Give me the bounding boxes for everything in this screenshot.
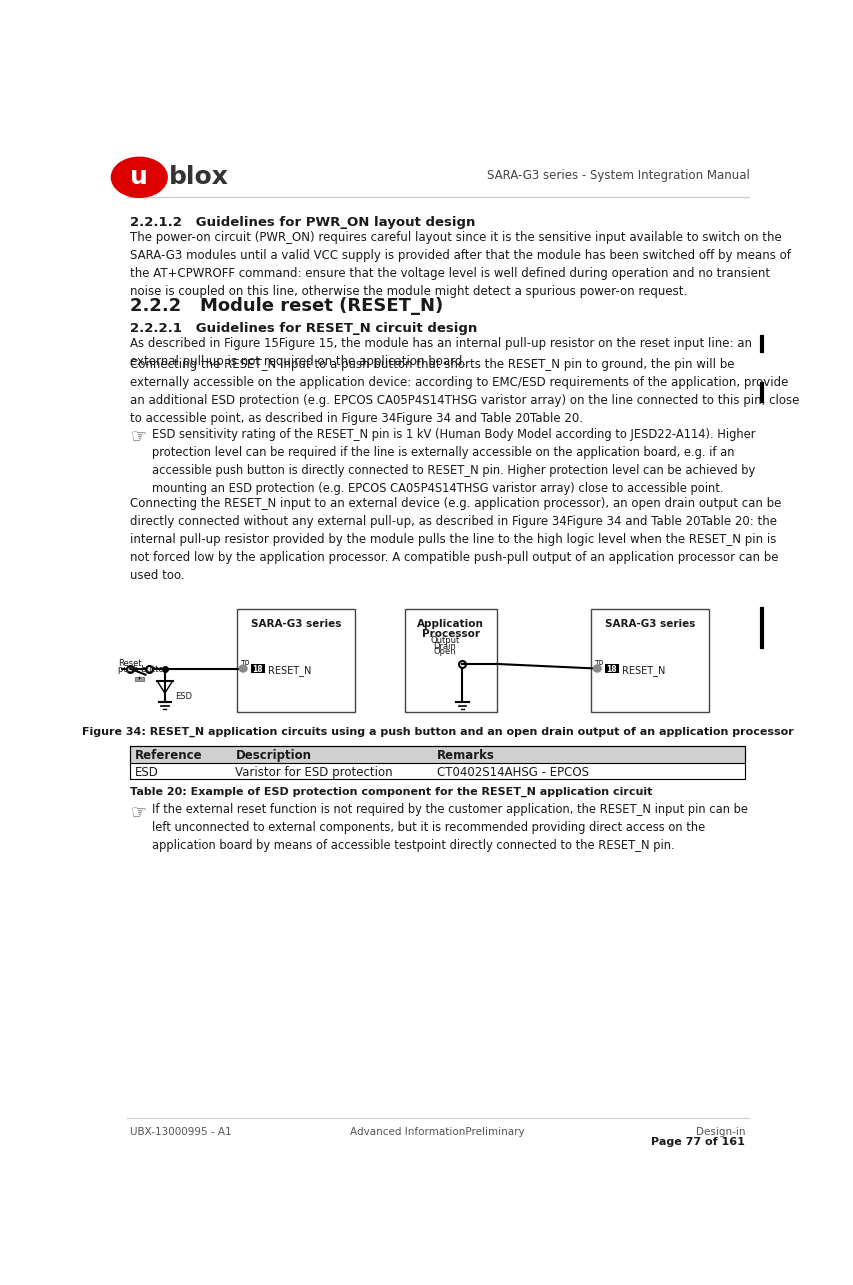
Bar [236,609,354,712]
Bar [404,609,496,712]
Text: Open: Open [432,648,456,657]
Text: Remarks: Remarks [437,749,494,762]
Text: SARA-G3 series - System Integration Manual: SARA-G3 series - System Integration Manu… [486,170,749,182]
Text: 2.2.2.1   Guidelines for RESET_N circuit design: 2.2.2.1 Guidelines for RESET_N circuit d… [130,323,477,335]
Text: TP: TP [595,660,604,669]
Text: Design-in: Design-in [695,1127,745,1137]
Text: blox: blox [169,166,229,189]
Ellipse shape [593,666,601,672]
Text: u: u [131,166,148,189]
Text: 18: 18 [252,664,262,673]
Ellipse shape [239,666,247,672]
Text: Drain: Drain [432,641,456,650]
Text: ESD sensitivity rating of the RESET_N pin is 1 kV (Human Body Model according to: ESD sensitivity rating of the RESET_N pi… [152,428,754,495]
Text: Connecting the RESET_N input to a push button that shorts the RESET_N pin to gro: Connecting the RESET_N input to a push b… [130,359,798,425]
Text: Table 20: Example of ESD protection component for the RESET_N application circui: Table 20: Example of ESD protection comp… [130,788,652,798]
Text: ☞: ☞ [130,428,146,446]
Text: ☞: ☞ [130,803,146,821]
Bar [135,677,144,681]
Text: ESD: ESD [175,691,192,700]
Text: Processor: Processor [421,628,479,639]
Text: 2.2.1.2   Guidelines for PWR_ON layout design: 2.2.1.2 Guidelines for PWR_ON layout des… [130,216,475,229]
Text: SARA-G3 series: SARA-G3 series [251,619,340,630]
Text: UBX-13000995 - A1: UBX-13000995 - A1 [130,1127,231,1137]
Text: Reset: Reset [119,659,142,668]
Text: SARA-G3 series: SARA-G3 series [604,619,694,630]
Text: 18: 18 [605,664,616,673]
Text: RESET_N: RESET_N [621,664,664,676]
Text: CT0402S14AHSG - EPCOS: CT0402S14AHSG - EPCOS [437,766,589,779]
Text: push button: push button [119,666,169,675]
Text: If the external reset function is not required by the customer application, the : If the external reset function is not re… [152,803,747,852]
Bar [130,745,745,762]
Bar [130,745,745,780]
Text: The power-on circuit (PWR_ON) requires careful layout since it is the sensitive : The power-on circuit (PWR_ON) requires c… [130,231,790,298]
Bar [605,664,618,673]
Text: Output: Output [430,636,459,645]
Text: Page 77 of 161: Page 77 of 161 [651,1137,745,1146]
Bar [590,609,708,712]
Text: Reference: Reference [135,749,202,762]
Ellipse shape [111,157,167,198]
Bar [251,664,264,673]
Text: RESET_N: RESET_N [268,664,311,676]
Text: 2.2.2   Module reset (RESET_N): 2.2.2 Module reset (RESET_N) [130,297,443,315]
Text: Connecting the RESET_N input to an external device (e.g. application processor),: Connecting the RESET_N input to an exter… [130,497,780,582]
Text: TP: TP [241,660,250,669]
Text: As described in Figure 15Figure 15, the module has an internal pull-up resistor : As described in Figure 15Figure 15, the … [130,338,751,369]
Text: ESD: ESD [135,766,159,779]
Text: Advanced InformationPreliminary: Advanced InformationPreliminary [350,1127,525,1137]
Text: Varistor for ESD protection: Varistor for ESD protection [235,766,392,779]
Text: Application: Application [417,619,484,630]
Text: Figure 34: RESET_N application circuits using a push button and an open drain ou: Figure 34: RESET_N application circuits … [82,726,792,736]
Text: Description: Description [235,749,311,762]
